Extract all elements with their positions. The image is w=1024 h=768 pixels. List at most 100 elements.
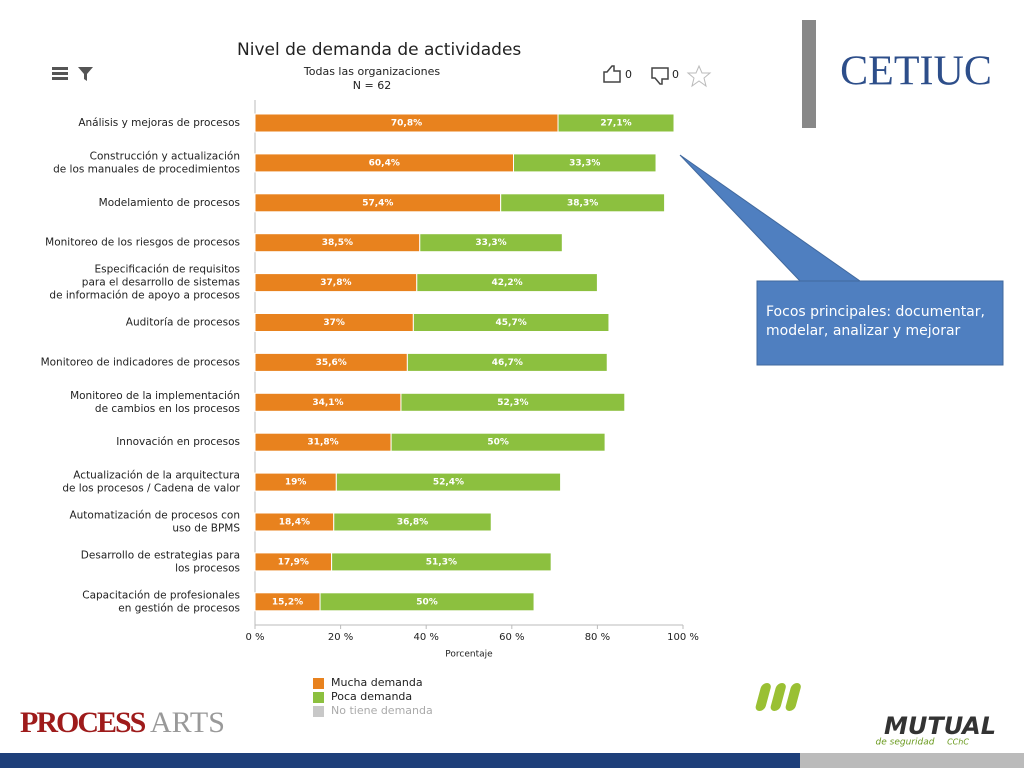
dislike-count: 0	[672, 68, 679, 81]
y-tick-label: Auditoría de procesos	[126, 317, 240, 329]
y-tick-label: Análisis y mejoras de procesos	[78, 117, 240, 129]
callout-box	[756, 280, 1004, 366]
value-label: 38,3%	[567, 198, 598, 208]
y-tick-label: Monitoreo de indicadores de procesos	[41, 356, 240, 368]
y-tick-label: Construcción y actualización	[90, 150, 240, 162]
value-label: 52,4%	[433, 478, 464, 488]
value-label: 27,1%	[600, 119, 631, 129]
menu-icon[interactable]	[52, 67, 68, 80]
mutual-sub: de seguridad	[876, 738, 935, 748]
value-label: 15,2%	[272, 597, 303, 607]
legend-label: No tiene demanda	[331, 704, 433, 717]
bar-segment	[416, 273, 598, 293]
x-axis-label: Porcentaje	[445, 650, 493, 660]
y-tick-label: de los procesos / Cadena de valor	[62, 483, 240, 495]
star-icon[interactable]	[686, 64, 712, 88]
value-label: 45,7%	[496, 318, 527, 328]
value-label: 52,3%	[497, 398, 528, 408]
x-tick-label: 60 %	[499, 632, 524, 643]
footer-bar	[800, 753, 1024, 768]
mutual-box	[858, 672, 1024, 752]
callout-wrap: Focos principales: documentar, modelar, …	[766, 304, 985, 339]
value-label: 37%	[323, 318, 345, 328]
bar-segment	[557, 113, 675, 133]
bar-segment	[406, 352, 608, 372]
value-label: 19%	[285, 478, 307, 488]
y-tick-label: Monitoreo de la implementación	[70, 390, 240, 402]
legend-swatch	[313, 706, 324, 717]
mutual-logo: MUTUAL	[884, 712, 996, 740]
chart-subtitle: N = 62	[353, 79, 391, 92]
x-tick-label: 0 %	[245, 632, 264, 643]
cchc-logo: CChC	[947, 738, 969, 747]
y-tick-label: Modelamiento de procesos	[99, 197, 240, 209]
value-label: 57,4%	[362, 198, 393, 208]
bar-segment	[333, 512, 492, 532]
plot: 0 % 20 % 40 % 60 % 80 % 100 % Porcentaje Anális…	[41, 100, 699, 717]
y-tick-label: Desarrollo de estrategias para	[81, 549, 240, 561]
bar-segment	[500, 193, 666, 213]
bar-segment	[400, 392, 626, 412]
value-label: 60,4%	[369, 158, 400, 168]
like-count: 0	[625, 68, 632, 81]
value-label: 50%	[416, 597, 438, 607]
x-tick-label: 100 %	[667, 632, 699, 643]
y-tick-label: uso de BPMS	[172, 523, 240, 535]
bar-segment	[419, 233, 563, 253]
y-tick-label: de información de apoyo a procesos	[49, 290, 240, 302]
value-label: 46,7%	[492, 358, 523, 368]
value-label: 34,1%	[312, 398, 343, 408]
x-tick-label: 20 %	[328, 632, 353, 643]
bar-segment	[335, 472, 562, 492]
chart-subtitle: Todas las organizaciones	[303, 65, 440, 78]
y-tick-label: Capacitación de profesionales	[82, 589, 240, 601]
y-tick-label: para el desarrollo de sistemas	[82, 277, 240, 289]
footer-bar	[0, 753, 800, 768]
value-label: 33,3%	[475, 238, 506, 248]
logo-bar	[802, 20, 816, 128]
x-tick-label: 40 %	[413, 632, 438, 643]
arts-logo: ARTS	[150, 706, 225, 739]
mutual-mark	[755, 683, 801, 711]
bar-segment	[331, 552, 552, 572]
y-tick-label: de cambios en los procesos	[95, 403, 240, 415]
cetiuc-logo: CETIUC	[840, 49, 992, 95]
bar-segment	[390, 432, 606, 452]
y-tick-label: los procesos	[175, 562, 240, 574]
legend-label: Mucha demanda	[331, 676, 423, 689]
callout-text: Focos principales: documentar, modelar, …	[766, 304, 985, 339]
like-icon[interactable]	[603, 65, 621, 83]
chart-title: Nivel de demanda de actividades	[237, 40, 521, 60]
legend-swatch	[313, 692, 324, 703]
y-tick-label: en gestión de procesos	[118, 602, 240, 614]
value-label: 51,3%	[426, 557, 457, 567]
value-label: 42,2%	[491, 278, 522, 288]
value-label: 33,3%	[569, 158, 600, 168]
legend-label: Poca demanda	[331, 690, 412, 703]
y-tick-label: de los manuales de procedimientos	[53, 163, 240, 175]
bar-segment	[513, 153, 657, 173]
callout-pointer	[679, 154, 862, 282]
value-label: 37,8%	[320, 278, 351, 288]
value-label: 50%	[487, 438, 509, 448]
legend-swatch	[313, 678, 324, 689]
bar-segment	[412, 313, 610, 332]
y-tick-label: Actualización de la arquitectura	[73, 470, 240, 482]
y-tick-label: Automatización de procesos con	[69, 510, 240, 522]
dislike-icon[interactable]	[651, 67, 669, 85]
value-label: 70,8%	[391, 119, 422, 129]
value-label: 38,5%	[322, 238, 353, 248]
x-tick-label: 80 %	[585, 632, 610, 643]
y-tick-label: Especificación de requisitos	[95, 264, 241, 276]
filter-icon[interactable]	[78, 67, 93, 81]
value-label: 31,8%	[307, 438, 338, 448]
y-tick-label: Innovación en procesos	[116, 436, 240, 448]
value-label: 36,8%	[397, 518, 428, 528]
value-label: 17,9%	[278, 557, 309, 567]
y-tick-label: Monitoreo de los riesgos de procesos	[45, 237, 240, 249]
value-label: 18,4%	[279, 518, 310, 528]
bar-segment	[319, 592, 535, 612]
process-logo: PROCESS	[20, 706, 146, 739]
value-label: 35,6%	[316, 358, 347, 368]
